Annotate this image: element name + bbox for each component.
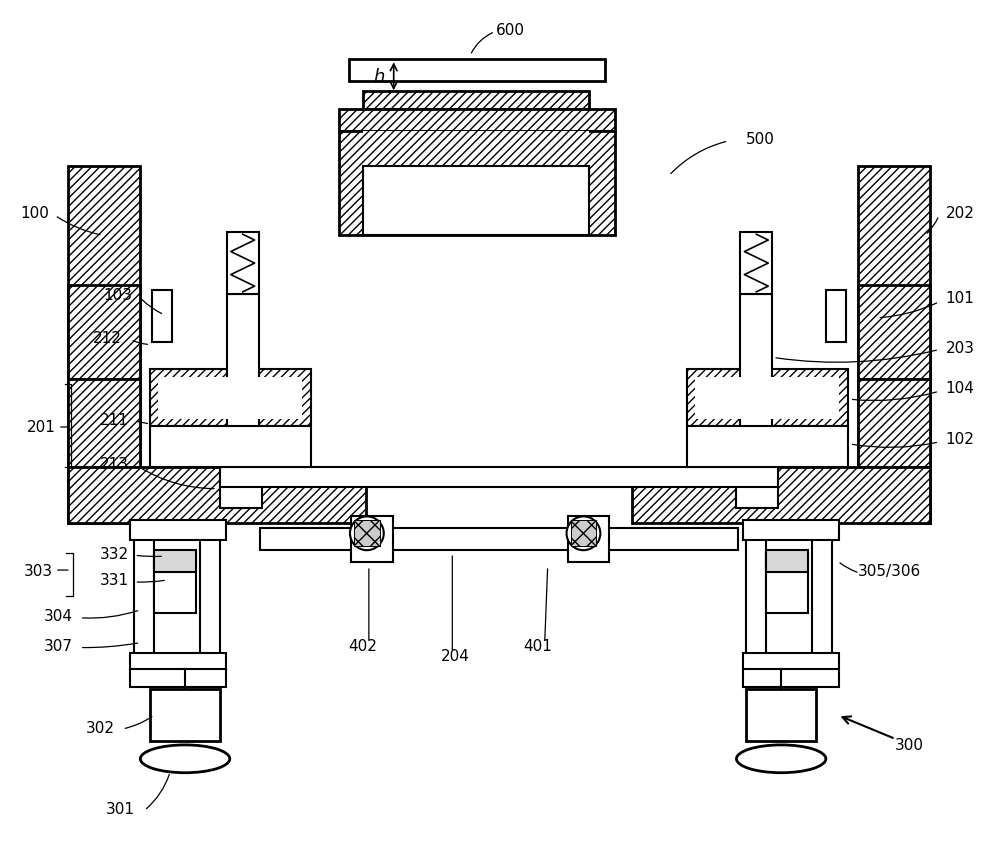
Bar [152, 291, 172, 343]
Bar [743, 670, 839, 688]
Text: 301: 301 [106, 801, 135, 816]
Text: 100: 100 [21, 205, 49, 221]
Text: 204: 204 [441, 648, 470, 663]
Bar [134, 524, 154, 677]
Bar [200, 524, 220, 677]
Ellipse shape [736, 745, 826, 773]
Text: 303: 303 [23, 563, 53, 578]
Text: 300: 300 [895, 738, 924, 752]
Bar [68, 467, 366, 524]
Bar [743, 653, 839, 671]
Text: 307: 307 [43, 638, 72, 653]
Bar [351, 517, 393, 562]
Bar [130, 521, 226, 541]
Text: 331: 331 [100, 573, 129, 588]
Bar [858, 166, 930, 524]
Bar [354, 521, 380, 547]
Bar [68, 166, 140, 524]
Bar [154, 550, 196, 573]
Text: 104: 104 [946, 380, 974, 395]
Text: 102: 102 [946, 432, 974, 447]
Bar [68, 285, 140, 380]
Text: 201: 201 [27, 420, 55, 435]
Bar [227, 233, 259, 295]
Bar [349, 60, 605, 82]
Bar [363, 166, 589, 236]
Text: 332: 332 [100, 546, 129, 561]
Bar [227, 295, 259, 467]
Ellipse shape [140, 745, 230, 773]
Text: 304: 304 [43, 608, 72, 624]
Bar [746, 524, 766, 677]
Bar [220, 461, 262, 509]
Text: 103: 103 [103, 288, 132, 303]
Bar [632, 467, 930, 524]
Bar [766, 554, 808, 613]
Text: 305/306: 305/306 [858, 563, 921, 578]
Bar [363, 147, 589, 221]
Bar [68, 380, 140, 467]
Bar [740, 233, 772, 295]
Text: 401: 401 [523, 638, 552, 653]
Bar [568, 517, 609, 562]
Bar [826, 291, 846, 343]
Bar [150, 689, 220, 741]
Bar [743, 521, 839, 541]
Text: 402: 402 [348, 638, 377, 653]
Bar [339, 132, 615, 236]
Text: 212: 212 [93, 331, 122, 346]
Bar [363, 132, 589, 166]
Bar [858, 285, 930, 380]
Bar [695, 378, 839, 419]
Bar [130, 670, 226, 688]
Bar [858, 380, 930, 467]
Bar [363, 92, 589, 110]
Text: 203: 203 [945, 341, 974, 355]
Circle shape [350, 517, 384, 550]
Bar [150, 370, 311, 427]
Bar [766, 550, 808, 573]
Text: 211: 211 [100, 412, 129, 427]
Bar [687, 427, 848, 467]
Bar [812, 524, 832, 677]
Bar [158, 378, 302, 419]
Text: 600: 600 [495, 23, 524, 38]
Bar [687, 370, 848, 427]
Bar [736, 461, 778, 509]
Circle shape [567, 517, 600, 550]
Bar [220, 467, 778, 487]
Text: 213: 213 [100, 457, 129, 472]
Bar [260, 529, 738, 550]
Bar [130, 653, 226, 671]
Text: 302: 302 [86, 720, 115, 734]
Text: 500: 500 [746, 132, 775, 147]
Text: h: h [373, 68, 384, 86]
Text: 101: 101 [946, 291, 974, 306]
Text: 202: 202 [946, 205, 974, 221]
Bar [154, 554, 196, 613]
Bar [746, 689, 816, 741]
Bar [339, 110, 615, 132]
Bar [740, 295, 772, 467]
Bar [150, 427, 311, 467]
Bar [571, 521, 596, 547]
